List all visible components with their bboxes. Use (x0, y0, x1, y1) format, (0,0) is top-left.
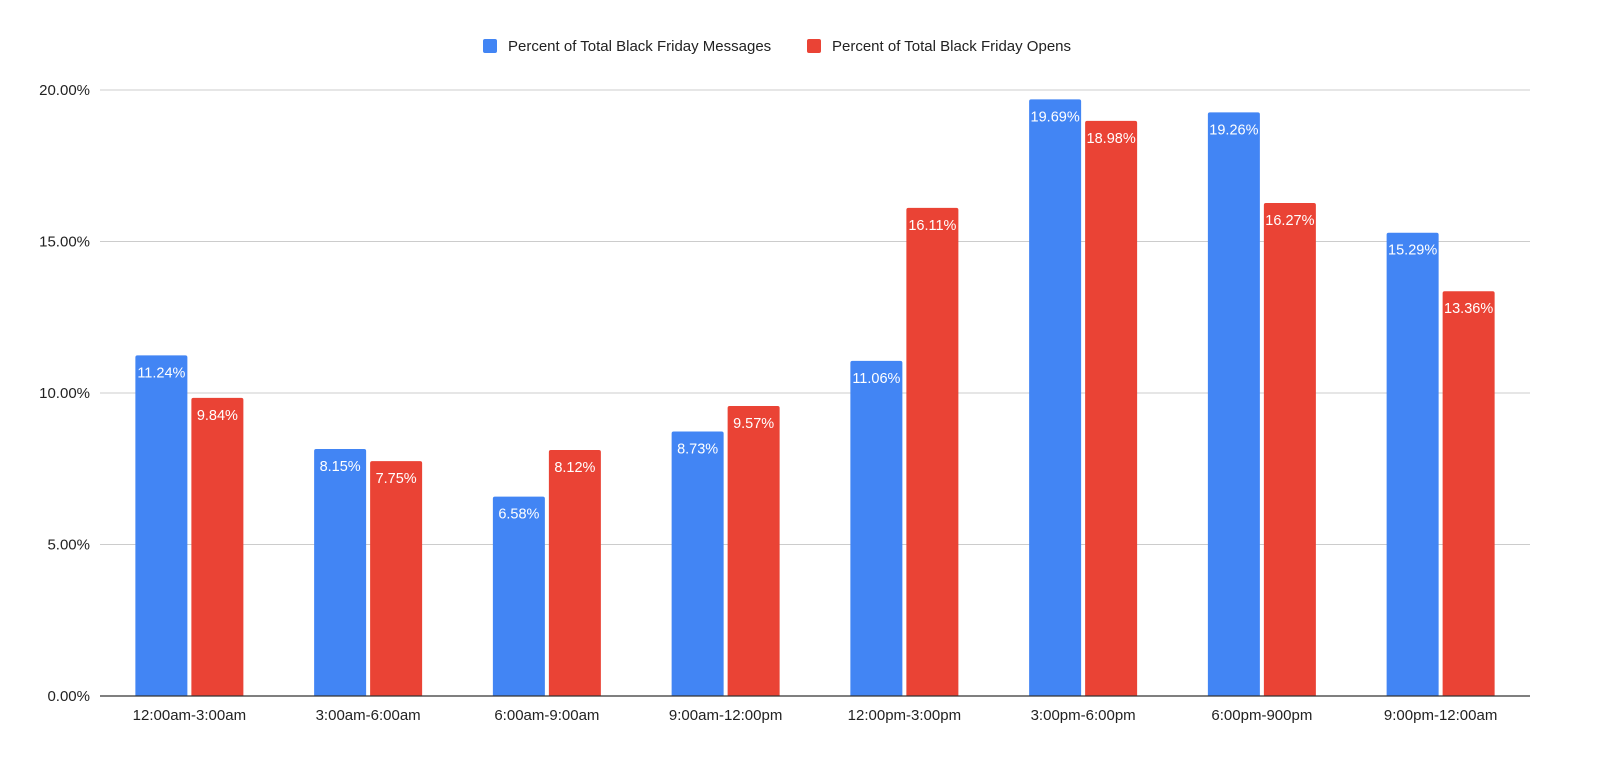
data-label: 6.58% (498, 507, 539, 523)
bar-opens (1442, 291, 1495, 696)
y-tick-label: 0.00% (47, 688, 90, 705)
data-label: 11.24% (137, 365, 185, 381)
bar-messages (1386, 232, 1439, 696)
bar-messages (1207, 112, 1260, 696)
x-tick-label: 3:00pm-6:00pm (1031, 707, 1136, 724)
x-tick-label: 9:00am-12:00pm (669, 707, 782, 724)
data-label: 16.11% (908, 218, 956, 234)
y-tick-label: 20.00% (39, 82, 90, 99)
legend-label: Percent of Total Black Friday Messages (508, 38, 771, 55)
bar-opens (191, 397, 244, 696)
bar-opens (548, 449, 601, 696)
bar-opens (370, 461, 423, 696)
bar-messages (671, 431, 724, 696)
data-label: 8.15% (320, 459, 361, 475)
legend-swatch (483, 39, 497, 53)
bar-opens (1263, 203, 1316, 697)
data-label: 18.98% (1087, 131, 1136, 147)
data-label: 8.73% (677, 441, 718, 457)
data-label: 7.75% (376, 471, 417, 487)
data-label: 11.06% (852, 371, 900, 387)
y-tick-label: 10.00% (39, 385, 90, 402)
bar-messages (135, 355, 188, 696)
bar-messages (1029, 99, 1082, 696)
data-label: 9.57% (733, 416, 774, 432)
axes: 0.00% 5.00% 10.00% 15.00% 20.00% 12:00am-3:00… (39, 82, 1530, 724)
y-tick-label: 5.00% (47, 537, 90, 554)
x-tick-label: 6:00pm-900pm (1211, 707, 1312, 724)
data-label: 13.36% (1444, 301, 1493, 317)
legend-swatch (807, 39, 821, 53)
bar-opens (727, 406, 780, 696)
legend: Percent of Total Black Friday Messages Pe… (483, 38, 1071, 55)
data-label: 15.29% (1388, 243, 1437, 259)
data-label: 9.84% (197, 408, 238, 424)
x-tick-label: 3:00am-6:00am (316, 707, 421, 724)
x-tick-label: 12:00am-3:00am (133, 707, 246, 724)
data-label: 8.12% (554, 460, 595, 476)
y-tick-label: 15.00% (39, 234, 90, 251)
x-tick-label: 6:00am-9:00am (494, 707, 599, 724)
x-tick-label: 12:00pm-3:00pm (848, 707, 961, 724)
bars: 11.24% 9.84% 8.15% 7.75% 6.58% 8.12% 8.73% 9.57… (135, 99, 1495, 697)
data-label: 19.69% (1031, 109, 1080, 125)
bar-opens (1085, 120, 1138, 696)
data-label: 16.27% (1265, 213, 1314, 229)
bar-messages (850, 360, 903, 696)
bar-opens (906, 207, 959, 696)
x-tick-label: 9:00pm-12:00am (1384, 707, 1497, 724)
data-label: 19.26% (1209, 122, 1258, 138)
bar-messages (492, 496, 545, 696)
bar-messages (314, 449, 367, 696)
legend-label: Percent of Total Black Friday Opens (832, 38, 1071, 55)
